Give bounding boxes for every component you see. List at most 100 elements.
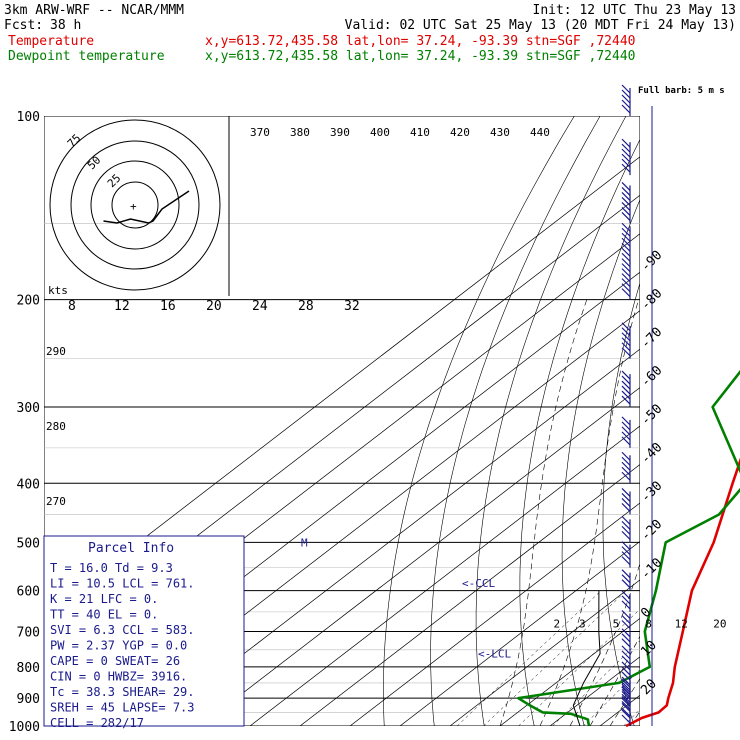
wind-barb-flag: [621, 138, 631, 148]
wind-barb-flag: [621, 181, 631, 191]
wind-barb: [621, 322, 631, 359]
wind-barb: [621, 370, 631, 408]
wind-barb-flag: [621, 421, 631, 431]
wind-barb-flag: [621, 628, 631, 638]
isotherm-line: [249, 425, 640, 726]
wind-barb-flag: [621, 638, 631, 648]
wind-barb-flag: [621, 278, 631, 288]
isotherm-tick-label: -60: [638, 363, 665, 390]
theta-label: 280: [46, 420, 66, 433]
isotherm-tick-label: -70: [638, 325, 665, 352]
parcel-info-title: Parcel Info: [88, 541, 174, 556]
m-marker: M: [301, 536, 308, 549]
wind-barb: [621, 569, 631, 591]
wind-barb-flag: [621, 503, 631, 512]
wind-barb: [621, 84, 631, 116]
wind-barb-flag: [621, 690, 631, 700]
theta-e-label: 390: [330, 126, 350, 139]
wind-barb-flag: [621, 158, 631, 168]
wind-barb: [621, 488, 631, 515]
wind-barb-flag: [621, 466, 631, 476]
hodograph-ring: [90, 160, 180, 250]
moist-adiabat-line: [589, 635, 640, 726]
fcst-value: 38 h: [50, 18, 81, 33]
hodograph-speed-tick: 32: [344, 299, 360, 314]
moist-adiabat-line: [499, 299, 588, 726]
wind-barb-flag: [621, 186, 631, 196]
lcl-marker: <-LCL: [478, 648, 511, 661]
wind-barb-flag: [621, 620, 631, 629]
pressure-tick-label: 300: [17, 401, 40, 416]
parcel-line: [572, 590, 601, 727]
wind-barb-flag: [621, 99, 631, 109]
hodograph-speed-tick: 12: [114, 299, 130, 314]
wind-barb-flag: [621, 252, 631, 262]
parcel-info-row: T = 16.0 Td = 9.3: [50, 561, 173, 575]
mixing-ratio-line: [518, 608, 640, 726]
isotherm-tick-label: -80: [638, 286, 665, 313]
wind-barb-flag: [621, 688, 631, 698]
dry-adiabat-line: [475, 116, 627, 726]
wind-barb-legend: Full barb: 5 m s: [638, 86, 725, 96]
isotherm-line: [449, 579, 640, 726]
wind-barb-flag: [621, 227, 631, 237]
wind-barb-flag: [621, 288, 631, 298]
wind-barb-flag: [621, 645, 631, 655]
mixing-ratio-label: 5: [613, 618, 620, 631]
wind-barb: [621, 451, 631, 484]
isotherm-tick-label: 10: [638, 638, 660, 660]
hodograph-center-mark: +: [130, 200, 137, 213]
wind-barb-flag: [621, 551, 631, 561]
wind-barb-flag: [621, 697, 631, 707]
pressure-tick-label: 400: [17, 477, 40, 492]
wind-barb-flag: [621, 700, 631, 710]
isotherm-tick-label: -50: [638, 402, 665, 429]
hodograph-ring: [70, 140, 200, 270]
pressure-tick-label: 800: [17, 661, 40, 676]
isotherm-tick-label: -30: [638, 479, 665, 506]
dry-adiabat-line: [681, 116, 740, 726]
pressure-tick-label: 900: [17, 692, 40, 707]
isotherm-tick-label: 20: [638, 676, 660, 698]
isotherm-line: [399, 540, 640, 726]
moist-adiabat-line: [650, 300, 740, 726]
theta-label: 290: [46, 345, 66, 358]
temperature-legend: Temperature: [8, 34, 94, 49]
wind-barb-flag: [621, 332, 631, 342]
wind-barb-flag: [621, 258, 631, 268]
wind-barb: [621, 661, 631, 683]
hodograph-speed-tick: 24: [252, 299, 268, 314]
wind-barb-flag: [621, 574, 631, 584]
wind-barb-flag: [621, 693, 631, 703]
wind-barb-flag: [621, 89, 631, 99]
wind-barb-flag: [621, 546, 631, 556]
wind-barb-flag: [621, 530, 631, 540]
ccl-marker: <-CCL: [462, 577, 495, 590]
wind-barb-flag: [621, 104, 631, 114]
hodograph-trace: [103, 190, 190, 224]
isotherm-tick-label: -20: [638, 517, 665, 544]
isotherm-line: [44, 156, 640, 616]
wind-barb-flag: [621, 273, 631, 283]
wind-barb-flag: [621, 196, 631, 206]
moist-adiabat-line: [609, 677, 640, 726]
wind-barb: [621, 590, 631, 612]
wind-barb-flag: [621, 322, 631, 332]
wind-barb-flag: [621, 263, 631, 273]
wind-barb: [621, 416, 631, 448]
wind-barb-flag: [621, 600, 631, 610]
pressure-tick-label: 600: [17, 585, 40, 600]
wind-barb-flag: [621, 461, 631, 471]
moist-adiabat-line: [539, 299, 639, 726]
valid-time: Valid: 02 UTC Sat 25 May 13 (20 MDT Fri …: [345, 18, 736, 33]
theta-e-label: 410: [410, 126, 430, 139]
wind-barb-flag: [621, 375, 631, 385]
wind-barb-flag: [621, 595, 631, 605]
pressure-tick-label: 100: [17, 110, 40, 125]
hodograph-speed-tick: 28: [298, 299, 314, 314]
temperature-coord-text: x,y=613.72,435.58 lat,lon= 37.24, -93.39…: [205, 34, 635, 49]
wind-barb-flag: [621, 650, 631, 660]
hodograph-ring: [111, 181, 159, 229]
wind-barb-flag: [621, 702, 631, 712]
wind-barb-flag: [621, 686, 631, 696]
